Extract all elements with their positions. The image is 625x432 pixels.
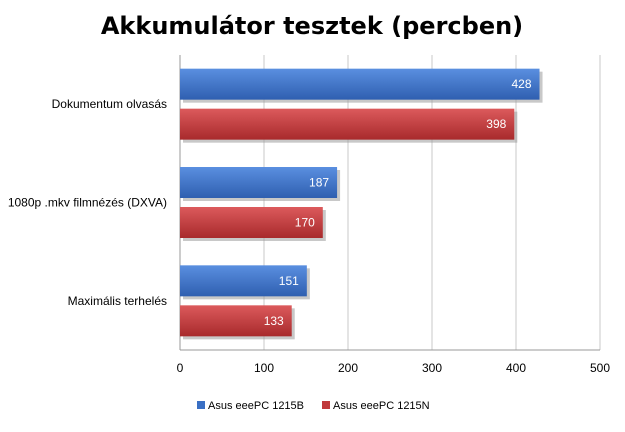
labels-layer: 0 100 200 300 400 500 Dokumentum olvasás 428 398… [8,77,611,375]
chart-title: Akkumulátor tesztek (percben) [101,12,523,40]
bar-series-1 [180,68,540,100]
data-label: 151 [279,274,299,288]
x-tick-label: 400 [506,361,526,375]
bar-series-2 [180,108,515,140]
bar-series-1 [180,265,307,297]
legend-label: Asus eeePC 1215B [208,400,304,412]
legend: Asus eeePC 1215B Asus eeePC 1215N [197,400,430,412]
category-label: Dokumentum olvasás [52,97,167,111]
bar-series-2 [180,207,323,238]
data-label: 133 [264,314,284,328]
legend-swatch [197,401,205,409]
x-tick-label: 500 [590,361,610,375]
grid-layer [179,55,601,351]
data-label: 428 [511,77,531,91]
data-label: 170 [295,216,315,230]
bar-series-2 [180,305,292,337]
bars-layer [180,68,543,340]
category-label: 1080p .mkv filmnézés (DXVA) [8,196,167,210]
x-tick-label: 300 [422,361,442,375]
legend-label: Asus eeePC 1215N [333,400,430,412]
bar-series-1 [180,167,338,198]
x-tick-label: 200 [338,361,358,375]
legend-swatch [322,401,330,409]
x-tick-label: 100 [254,361,274,375]
data-label: 398 [486,117,506,131]
data-label: 187 [309,176,329,190]
x-tick-label: 0 [177,361,184,375]
category-label: Maximális terhelés [68,294,167,308]
